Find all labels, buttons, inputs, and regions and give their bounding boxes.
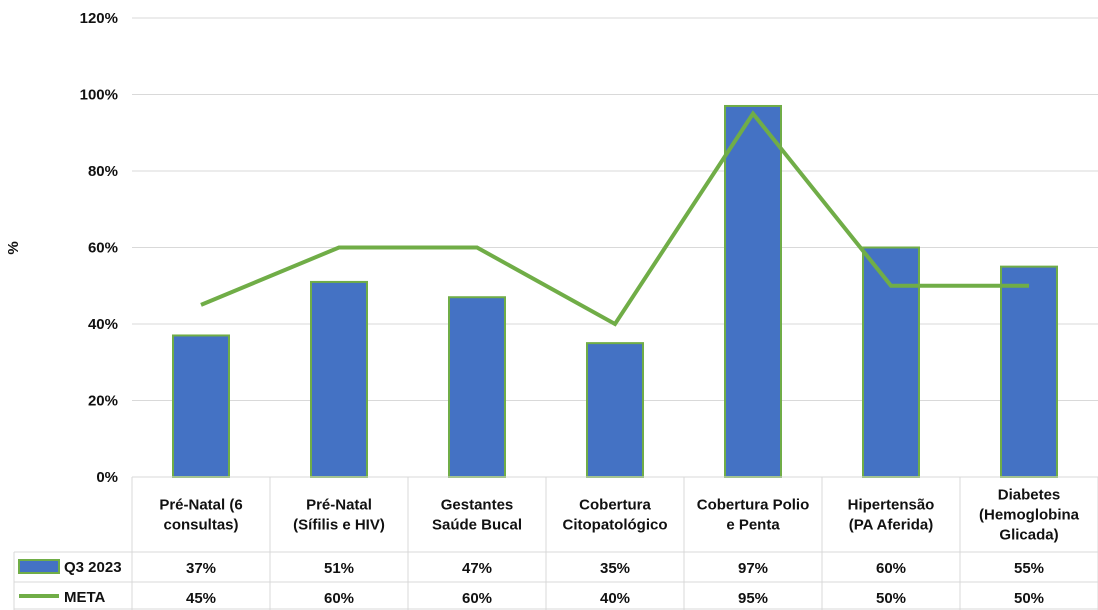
category-label: Cobertura Citopatológico (563, 497, 668, 534)
bar (310, 280, 368, 478)
table-value-meta: 45% (186, 590, 216, 607)
category-label: Hipertensão (PA Aferida) (848, 497, 935, 534)
legend-label-q3-2023: Q3 2023 (64, 559, 122, 576)
table-value-q3-2023: 37% (186, 560, 216, 577)
y-tick-label: 0% (96, 469, 118, 486)
table-value-q3-2023: 47% (462, 560, 492, 577)
table-value-meta: 50% (1014, 590, 1044, 607)
legend-key-q3-2023 (18, 559, 60, 574)
category-label: Pré-Natal (Sífilis e HIV) (293, 497, 385, 534)
table-value-meta: 95% (738, 590, 768, 607)
table-value-q3-2023: 97% (738, 560, 768, 577)
table-value-q3-2023: 51% (324, 560, 354, 577)
y-tick-label: 120% (80, 10, 118, 27)
bar (1000, 265, 1058, 478)
bar (448, 296, 506, 478)
y-axis-ticks: 0% 20% 40% 60% 80% 100% 120% (80, 10, 118, 486)
category-label: Cobertura Polio e Penta (697, 497, 810, 534)
y-tick-label: 100% (80, 87, 118, 104)
category-label: Pré-Natal (6 consultas) (159, 497, 242, 534)
category-label: Diabetes (Hemoglobina Glicada) (979, 487, 1080, 544)
y-tick-label: 80% (88, 163, 118, 180)
table-value-meta: 60% (462, 590, 492, 607)
category-label: Gestantes Saúde Bucal (432, 497, 522, 534)
table-value-meta: 50% (876, 590, 906, 607)
y-tick-label: 20% (88, 393, 118, 410)
table-value-q3-2023: 55% (1014, 560, 1044, 577)
bar-series (172, 104, 1058, 478)
y-tick-label: 60% (88, 240, 118, 257)
y-axis-label: % (5, 241, 22, 254)
table-value-q3-2023: 35% (600, 560, 630, 577)
table-value-meta: 40% (600, 590, 630, 607)
bar (724, 104, 782, 478)
bar (172, 334, 230, 478)
bar (586, 342, 644, 478)
table-value-q3-2023: 60% (876, 560, 906, 577)
table-value-meta: 60% (324, 590, 354, 607)
bar (862, 246, 920, 478)
line-series (200, 110, 1030, 327)
legend-label-meta: META (64, 589, 106, 606)
data-table: Pré-Natal (6 consultas) Pré-Natal (Sífilis … (13, 476, 1098, 610)
y-tick-label: 40% (88, 316, 118, 333)
